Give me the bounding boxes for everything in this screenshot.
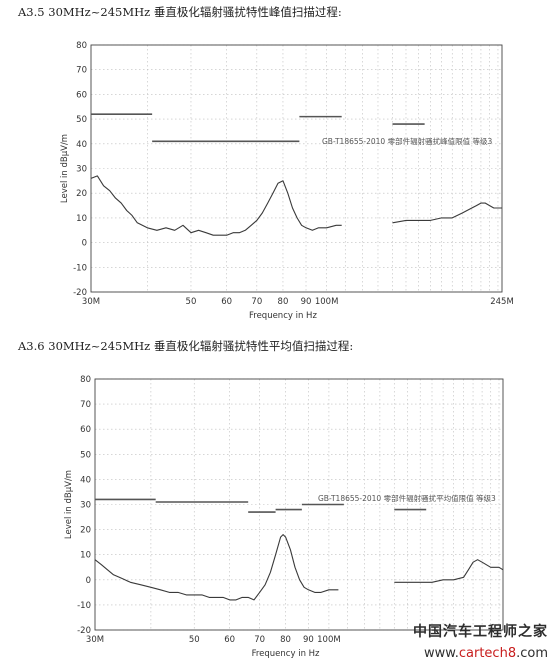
limit-label: GB-T18655-2010 零部件辐射骚扰峰值限值 等级3 (322, 136, 492, 146)
chart1-heading: A3.5 30MHz~245MHz 垂直极化辐射骚扰特性峰值扫描过程: (18, 5, 342, 19)
x-tick-label: 50 (186, 297, 197, 307)
x-tick-label: 30M (86, 635, 104, 645)
limit-label: GB-T18655-2010 零部件辐射骚扰平均值限值 等级3 (318, 493, 496, 503)
y-tick-label: 60 (76, 90, 87, 100)
measurement-trace (94, 534, 339, 601)
x-tick-label: 70 (251, 297, 262, 307)
measurement-trace (394, 559, 504, 583)
y-tick-label: -20 (73, 288, 87, 298)
y-tick-label: 80 (80, 375, 91, 385)
y-tick-label: 50 (76, 115, 87, 125)
x-tick-label: 60 (224, 635, 235, 645)
x-tick-label: 80 (280, 635, 291, 645)
y-tick-label: 10 (80, 551, 91, 561)
x-tick-label: 100M (315, 297, 339, 307)
y-tick-label: 30 (76, 165, 87, 175)
watermark-url-accent: cartech8 (458, 646, 517, 661)
measurement-trace (392, 202, 502, 224)
y-tick-label: 60 (80, 425, 91, 435)
watermark-url-prefix: www. (424, 646, 459, 661)
y-tick-label: 70 (80, 400, 91, 410)
x-tick-label: 50 (189, 635, 200, 645)
y-axis-label: Level in dBμV/m (60, 134, 70, 203)
chart2-heading: A3.6 30MHz~245MHz 垂直极化辐射骚扰特性平均值扫描过程: (18, 339, 354, 353)
x-tick-label: 60 (221, 297, 232, 307)
average-scan-chart: -20 -10 0 10 20 30 40 50 60 70 80 30M 50 60 70 80 90 100M… (64, 375, 504, 659)
y-axis-label: Level in dBμV/m (64, 470, 74, 539)
x-tick-label: 90 (301, 297, 312, 307)
measurement-trace (90, 175, 342, 236)
watermark-url-suffix: .com (516, 646, 548, 661)
y-tick-label: 80 (76, 41, 87, 51)
y-tick-label: 20 (80, 526, 91, 536)
y-tick-label: 20 (76, 189, 87, 199)
y-tick-label: 0 (86, 576, 91, 586)
y-tick-label: 30 (80, 501, 91, 511)
y-tick-label: 0 (82, 239, 87, 249)
x-axis-label: Frequency in Hz (252, 649, 320, 659)
x-tick-label: 100M (317, 635, 341, 645)
watermark-title: 中国汽车工程师之家 (413, 624, 548, 640)
y-tick-label: 50 (80, 450, 91, 460)
y-tick-label: 10 (76, 214, 87, 224)
y-tick-label: 70 (76, 66, 87, 76)
x-tick-label: 30M (82, 297, 100, 307)
plot-frame (90, 44, 503, 293)
y-tick-label: 40 (80, 475, 91, 485)
x-tick-label: 70 (254, 635, 265, 645)
y-tick-label: -10 (77, 601, 91, 611)
watermark-url: www.cartech8.com (424, 646, 548, 661)
y-tick-label: -20 (77, 626, 91, 636)
plot-frame (94, 378, 504, 631)
y-tick-label: 40 (76, 140, 87, 150)
x-tick-label: 90 (303, 635, 314, 645)
x-axis-label: Frequency in Hz (249, 311, 317, 321)
peak-scan-chart: -20 -10 0 10 20 30 40 50 60 70 80 30M 50 60 70 80 90 100M… (60, 41, 514, 321)
x-tick-label: 80 (278, 297, 289, 307)
y-tick-label: -10 (73, 263, 87, 273)
x-tick-label: 245M (490, 297, 514, 307)
